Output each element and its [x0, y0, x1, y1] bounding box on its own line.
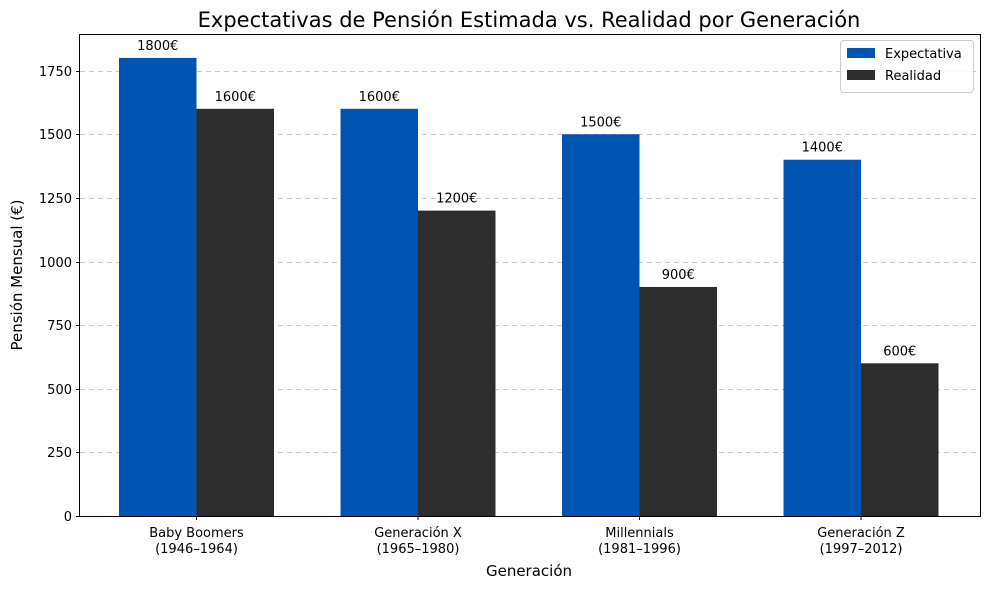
x-tick-label: (1965–1980)	[377, 542, 460, 557]
data-label: 1600€	[215, 90, 256, 105]
bar-expectativa-0	[119, 57, 197, 517]
y-tick-label: 1000	[39, 256, 72, 271]
y-tick-label: 1250	[39, 192, 72, 207]
bar-realidad-3	[861, 363, 939, 516]
legend-label-realidad: Realidad	[885, 69, 941, 84]
plot-frame	[79, 34, 981, 517]
data-labels: 1800€ 1600€ 1500€ 1400€ 1600€ 1200€ 900€ 600€	[137, 39, 916, 359]
data-label: 900€	[662, 268, 695, 283]
y-tick-label: 1500	[39, 128, 72, 143]
chart-title: Expectativas de Pensión Estimada vs. Rea…	[198, 8, 861, 32]
data-label: 600€	[883, 344, 916, 359]
data-label: 1500€	[580, 115, 621, 130]
x-tick-label: Generación Z	[817, 526, 905, 541]
bar-expectativa-3	[783, 159, 861, 516]
bar-realidad-0	[196, 108, 274, 516]
y-axis-label: Pensión Mensual (€)	[8, 199, 26, 350]
x-axis: Baby Boomers(1946–1964) Generación X(1965…	[149, 516, 905, 557]
y-tick-label: 500	[47, 383, 72, 398]
bar-expectativa-2	[562, 134, 640, 516]
legend-swatch-realidad	[847, 70, 875, 80]
legend-label-expectativa: Expectativa	[885, 47, 962, 62]
bars	[119, 57, 939, 517]
y-tick-label: 750	[47, 319, 72, 334]
y-tick-label: 1750	[39, 65, 72, 80]
x-tick-label: Baby Boomers	[149, 526, 244, 541]
x-tick-label: Millennials	[605, 526, 674, 541]
x-tick-label: (1981–1996)	[598, 542, 681, 557]
y-axis: 0 250 500 750 1000 1250 1500 1750	[39, 65, 80, 525]
legend-swatch-expectativa	[847, 48, 875, 58]
x-axis-label: Generación	[486, 562, 572, 580]
legend: Expectativa Realidad	[840, 40, 974, 93]
data-label: 1800€	[137, 39, 178, 54]
x-tick-label: (1946–1964)	[155, 542, 238, 557]
bar-expectativa-1	[340, 108, 418, 516]
data-label: 1200€	[436, 192, 477, 207]
data-label: 1400€	[802, 141, 843, 156]
bar-realidad-2	[639, 286, 717, 516]
bar-realidad-1	[418, 210, 496, 516]
x-tick-label: (1997–2012)	[820, 542, 903, 557]
y-tick-label: 0	[64, 510, 72, 525]
y-tick-label: 250	[47, 446, 72, 461]
data-label: 1600€	[359, 90, 400, 105]
x-tick-label: Generación X	[374, 526, 462, 541]
